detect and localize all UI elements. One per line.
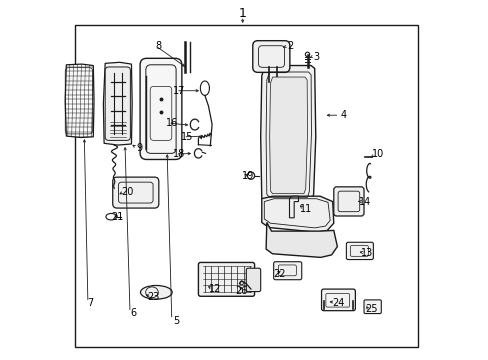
Text: 1: 1 — [238, 7, 246, 20]
FancyBboxPatch shape — [273, 262, 301, 280]
Text: 14: 14 — [358, 197, 370, 207]
Text: 12: 12 — [208, 284, 221, 294]
Text: 18: 18 — [172, 149, 185, 159]
FancyBboxPatch shape — [346, 242, 373, 260]
Polygon shape — [261, 196, 333, 232]
Bar — [75, 25, 418, 347]
Text: 7: 7 — [87, 298, 93, 308]
Text: 22: 22 — [273, 269, 285, 279]
FancyBboxPatch shape — [140, 58, 182, 159]
Text: 4: 4 — [340, 110, 346, 120]
FancyBboxPatch shape — [252, 41, 289, 72]
Polygon shape — [269, 77, 307, 194]
Text: 8: 8 — [156, 41, 162, 51]
FancyBboxPatch shape — [333, 187, 363, 216]
Polygon shape — [265, 222, 337, 257]
Text: 24: 24 — [332, 298, 345, 308]
Text: 3: 3 — [313, 51, 319, 62]
Text: 6: 6 — [130, 308, 137, 318]
Text: 11: 11 — [300, 204, 312, 214]
Text: 16: 16 — [165, 118, 178, 128]
Text: 26: 26 — [235, 286, 247, 296]
Text: 23: 23 — [147, 292, 160, 302]
Ellipse shape — [140, 285, 172, 299]
FancyBboxPatch shape — [246, 268, 260, 292]
FancyBboxPatch shape — [198, 262, 254, 296]
Text: 2: 2 — [287, 41, 293, 51]
FancyBboxPatch shape — [113, 177, 159, 208]
Text: 9: 9 — [136, 143, 142, 153]
Text: 20: 20 — [121, 186, 133, 197]
Text: 5: 5 — [173, 316, 179, 326]
Polygon shape — [289, 196, 298, 218]
Text: 13: 13 — [360, 248, 372, 258]
FancyBboxPatch shape — [105, 67, 130, 140]
Polygon shape — [260, 66, 315, 202]
Text: 19: 19 — [242, 171, 254, 181]
Text: 15: 15 — [181, 132, 193, 142]
Text: 17: 17 — [172, 86, 185, 96]
Text: 25: 25 — [364, 304, 377, 314]
FancyBboxPatch shape — [363, 300, 381, 314]
FancyBboxPatch shape — [321, 289, 355, 311]
Text: 21: 21 — [111, 212, 124, 222]
Polygon shape — [65, 64, 94, 138]
Text: 10: 10 — [371, 149, 383, 159]
Polygon shape — [103, 62, 132, 145]
